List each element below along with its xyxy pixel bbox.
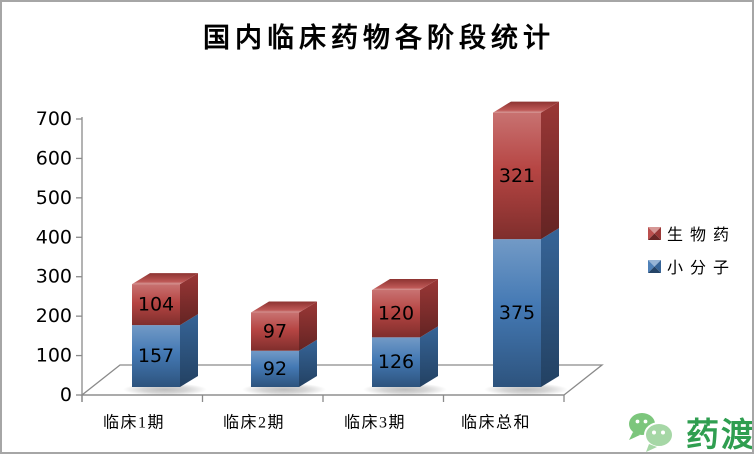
y-axis-tick-label: 0 <box>60 384 72 406</box>
legend-item-small-molecule: 小分子 <box>648 256 737 277</box>
bar-value-label: 104 <box>138 294 174 316</box>
bar-value-label: 157 <box>138 345 174 367</box>
legend-label: 小分子 <box>667 260 737 277</box>
bar-value-label: 92 <box>263 358 287 380</box>
bar-segment-top <box>372 279 438 291</box>
swatch-facet <box>654 259 661 273</box>
y-axis-tick-label: 700 <box>36 108 72 130</box>
chart-legend: 生物药 小分子 <box>648 223 736 289</box>
legend-label: 生物药 <box>667 227 737 244</box>
bar-value-label: 375 <box>499 302 535 324</box>
bar-segment-side <box>541 228 559 387</box>
bar-segment-front <box>372 337 420 387</box>
swatch-facet <box>648 259 655 273</box>
bar-segment-front <box>372 290 420 338</box>
bar-value-label: 126 <box>378 351 414 373</box>
bar-group-临床1期: 157 104 <box>132 273 198 387</box>
bar-segment-top <box>251 301 317 313</box>
swatch-facet <box>648 259 661 266</box>
swatch-facet <box>648 226 655 240</box>
y-axis-tick-label: 300 <box>36 266 72 288</box>
legend-item-biologics: 生物药 <box>648 223 737 244</box>
bar-segment-front <box>493 239 541 387</box>
bar-segment-side <box>541 101 559 240</box>
x-axis-category-label: 临床2期 <box>223 414 285 432</box>
bar-segment-front <box>493 112 541 240</box>
bar-segment-side <box>420 279 438 338</box>
bar-segment-front <box>251 350 299 387</box>
wechat-icon <box>629 413 674 452</box>
swatch-facet <box>648 226 661 233</box>
small-molecule-legend-swatch-icon <box>648 259 661 273</box>
y-axis-tick-label: 500 <box>36 187 72 209</box>
bar-group-临床总和: 375 321 <box>493 101 559 387</box>
bar-segment-top <box>493 101 559 113</box>
bar-segment-side <box>299 339 317 387</box>
swatch-facet <box>648 233 661 240</box>
swatch-facet <box>648 266 661 273</box>
bar-value-label: 120 <box>378 303 414 325</box>
bar-segment-top <box>132 273 198 285</box>
bar-segment-side <box>299 301 317 351</box>
wechat-front-bubble <box>644 422 674 452</box>
bar-group-临床2期: 92 97 <box>251 301 317 387</box>
y-axis-tick-label: 600 <box>36 147 72 169</box>
bar-segment-front <box>251 312 299 351</box>
bar-segment-side <box>180 314 198 387</box>
brand-logo: 药渡 <box>622 406 754 453</box>
bar-value-label: 97 <box>263 321 287 343</box>
bar-value-label: 321 <box>499 165 535 187</box>
swatch-facet <box>654 226 661 240</box>
bar-segment-side <box>420 326 438 387</box>
biologics-legend-swatch-icon <box>648 226 661 240</box>
bar-segment-side <box>180 273 198 326</box>
x-axis-category-label: 临床1期 <box>103 414 165 432</box>
y-axis-tick-label: 400 <box>36 226 72 248</box>
bar-segment-front <box>132 325 180 387</box>
y-axis-tick-label: 100 <box>36 345 72 367</box>
bar-group-临床3期: 126 120 <box>372 279 438 387</box>
logo-text: 药渡 <box>686 416 754 453</box>
x-axis-category-label: 临床3期 <box>344 414 406 432</box>
chart-title: 国内临床药物各阶段统计 <box>203 23 555 53</box>
y-axis-tick-label: 200 <box>36 305 72 327</box>
bar-segment-front <box>132 284 180 326</box>
x-axis-category-label: 临床总和 <box>461 414 531 432</box>
